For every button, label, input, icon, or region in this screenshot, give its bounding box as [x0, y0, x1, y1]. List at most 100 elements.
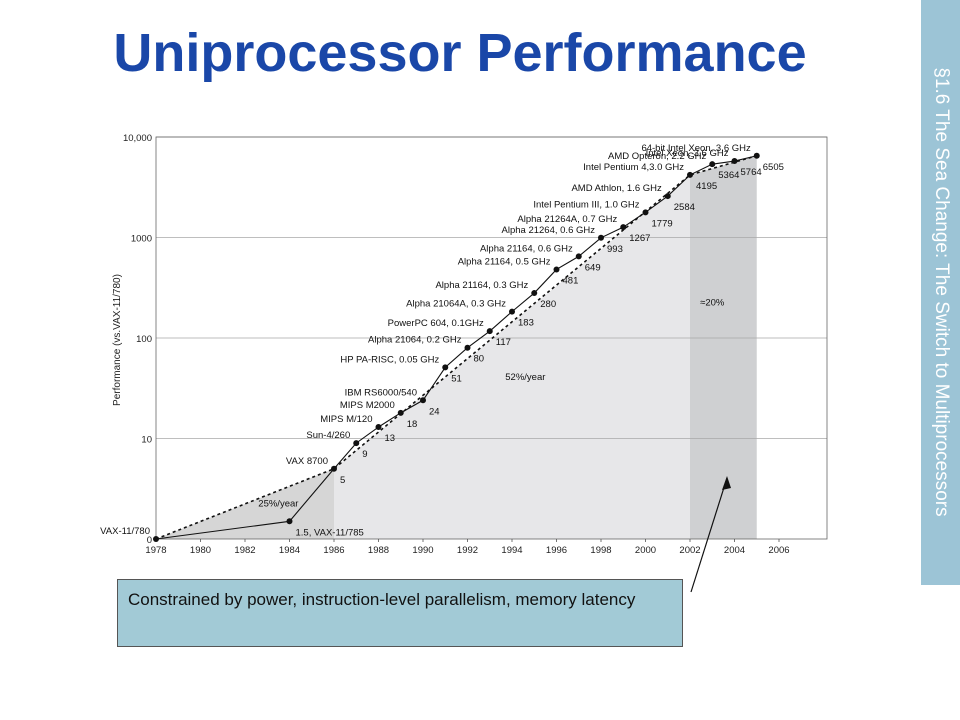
data-point [397, 409, 404, 416]
data-point [486, 328, 493, 335]
series-line-solid [155, 155, 757, 540]
growth-rate-label: 52%/year [505, 372, 545, 383]
data-point [642, 209, 649, 216]
point-name-label: Intel Xeon, 3.6 GHz [646, 148, 729, 159]
point-name-label: Alpha 21264A, 0.7 GHz [517, 214, 617, 225]
point-name-label: MIPS M/120 [320, 414, 372, 425]
region-52-percent [334, 176, 690, 539]
tick-labels: 0 10 100 1000 10,000 1978 1980 1982 1984 1986 1988… [123, 133, 790, 556]
growth-rate-label: 25%/year [258, 499, 298, 510]
y-tick-label: 10 [141, 435, 152, 446]
point-value-label: 1779 [652, 218, 673, 229]
x-tick-label: 1988 [368, 545, 389, 556]
point-value-label: 24 [429, 406, 440, 417]
point-value-label: 13 [385, 433, 396, 444]
point-name-label: PowerPC 604, 0.1GHz [388, 318, 484, 329]
point-value-label: 9 [362, 449, 367, 460]
point-name-label: MIPS M2000 [340, 400, 395, 411]
point-name-label: VAX 8700 [286, 456, 328, 467]
data-point [420, 397, 426, 404]
callout-arrow [690, 477, 728, 593]
point-labels: VAX-11/780 1.5, VAX-11/785 VAX 8700 5 Sun-4/… [100, 143, 784, 539]
data-point [575, 253, 582, 260]
x-tick-label: 2006 [768, 545, 789, 556]
shaded-regions [156, 155, 757, 539]
point-value-label: 481 [563, 275, 579, 286]
data-points [153, 152, 760, 542]
point-value-label: 183 [518, 318, 534, 329]
point-value-label: 4195 [696, 181, 717, 192]
region-20-percent [690, 155, 757, 539]
point-name-label: Alpha 21064A, 0.3 GHz [406, 299, 506, 310]
x-tick-label: 1990 [412, 545, 433, 556]
point-name-label: Intel Pentium III, 1.0 GHz [533, 199, 639, 210]
trend-line-dashed [155, 155, 757, 540]
point-value-label: 1.5, VAX-11/785 [296, 527, 364, 538]
point-value-label: 993 [607, 244, 623, 255]
x-tick-label: 1982 [234, 545, 255, 556]
data-point [531, 290, 538, 297]
data-point [442, 364, 449, 371]
point-value-label: 5364 [718, 170, 739, 181]
point-value-label: 5764 [741, 167, 762, 178]
axes [155, 136, 828, 542]
data-point [598, 234, 604, 241]
data-point [753, 152, 760, 159]
callout-box: Constrained by power, instruction-level … [117, 579, 683, 647]
data-point [687, 171, 693, 178]
y-tick-label: 0 [147, 535, 152, 546]
point-name-label: Alpha 21264, 0.6 GHz [502, 225, 596, 236]
data-point [731, 158, 738, 165]
y-tick-label: 10,000 [123, 133, 152, 144]
data-point [331, 465, 337, 472]
x-tick-label: 1994 [501, 545, 522, 556]
x-tick-label: 2002 [679, 545, 700, 556]
x-tick-label: 1978 [145, 545, 166, 556]
point-name-label: AMD Athlon, 1.6 GHz [571, 183, 662, 194]
section-tab: §1.6 The Sea Change: The Switch to Multi… [921, 0, 960, 585]
data-point [553, 266, 560, 273]
x-tick-label: 1998 [590, 545, 611, 556]
point-value-label: 280 [540, 299, 556, 310]
data-point [509, 308, 515, 315]
point-value-label: 649 [585, 262, 601, 273]
point-value-label: 117 [496, 337, 511, 348]
point-name-label: Intel Pentium 4,3.0 GHz [583, 162, 684, 173]
x-tick-label: 1986 [323, 545, 344, 556]
point-name-label: IBM RS6000/540 [345, 387, 417, 398]
point-value-label: 51 [451, 373, 462, 384]
point-name-label: Alpha 21164, 0.5 GHz [458, 256, 551, 267]
point-name-label: Alpha 21164, 0.3 GHz [435, 280, 528, 291]
x-tick-label: 2004 [724, 545, 745, 556]
data-point [286, 518, 293, 525]
data-point [353, 440, 360, 447]
point-name-label: 64-bit Intel Xeon, 3.6 GHz [641, 143, 751, 154]
data-point [153, 536, 159, 542]
point-value-label: 5 [340, 475, 345, 486]
point-value-label: 2584 [674, 202, 695, 213]
point-name-label: AMD Opteron, 2.2 GHz [608, 151, 706, 162]
x-tick-label: 1984 [279, 545, 300, 556]
y-tick-label: 1000 [131, 234, 152, 245]
data-point [375, 424, 382, 431]
callout-arrowhead [722, 476, 731, 490]
point-name-label: Alpha 21164, 0.6 GHz [480, 243, 573, 254]
point-name-label: Alpha 21064, 0.2 GHz [368, 335, 462, 346]
point-value-label: 1267 [629, 233, 650, 244]
point-name-label: HP PA-RISC, 0.05 GHz [340, 354, 439, 365]
data-point [664, 193, 671, 200]
point-name-label: VAX-11/780 [100, 526, 150, 537]
point-value-label: 6505 [763, 162, 784, 173]
x-tick-label: 2000 [635, 545, 656, 556]
data-point [620, 224, 627, 231]
point-value-label: 18 [407, 419, 418, 430]
x-tick-label: 1992 [457, 545, 478, 556]
data-point [709, 161, 716, 168]
growth-rate-label: ≈20% [700, 298, 725, 309]
data-point [464, 344, 471, 351]
plot-frame [155, 136, 828, 540]
point-name-label: Sun-4/260 [306, 430, 350, 441]
series-lines [155, 155, 757, 540]
point-value-label: 80 [474, 354, 485, 365]
